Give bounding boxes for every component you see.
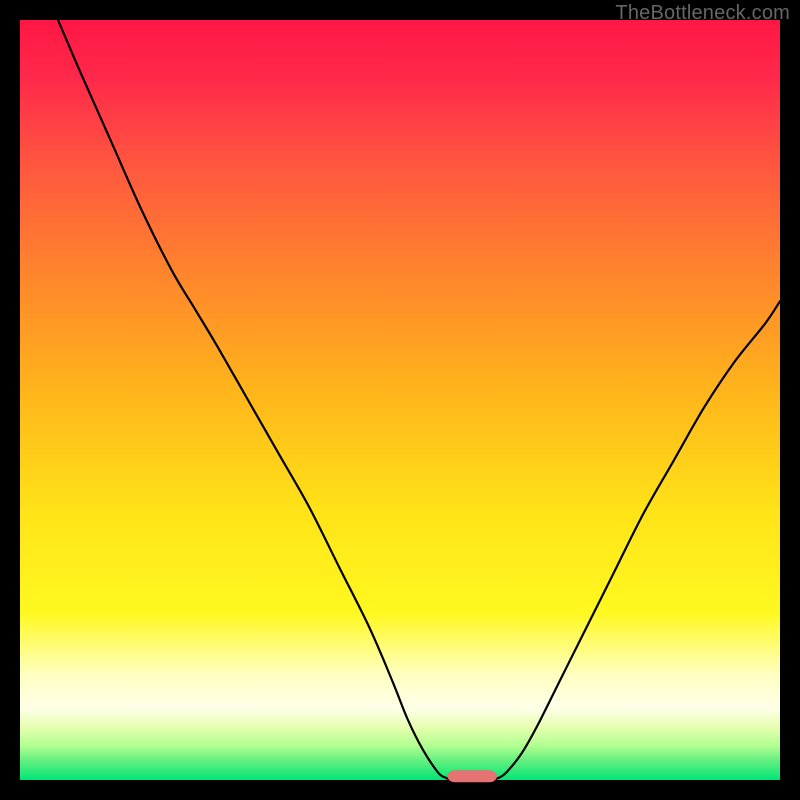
bottleneck-chart	[0, 0, 800, 800]
watermark-text: TheBottleneck.com	[615, 2, 790, 25]
plot-background	[20, 20, 780, 780]
optimal-marker	[448, 770, 497, 782]
chart-frame: TheBottleneck.com	[0, 0, 800, 800]
